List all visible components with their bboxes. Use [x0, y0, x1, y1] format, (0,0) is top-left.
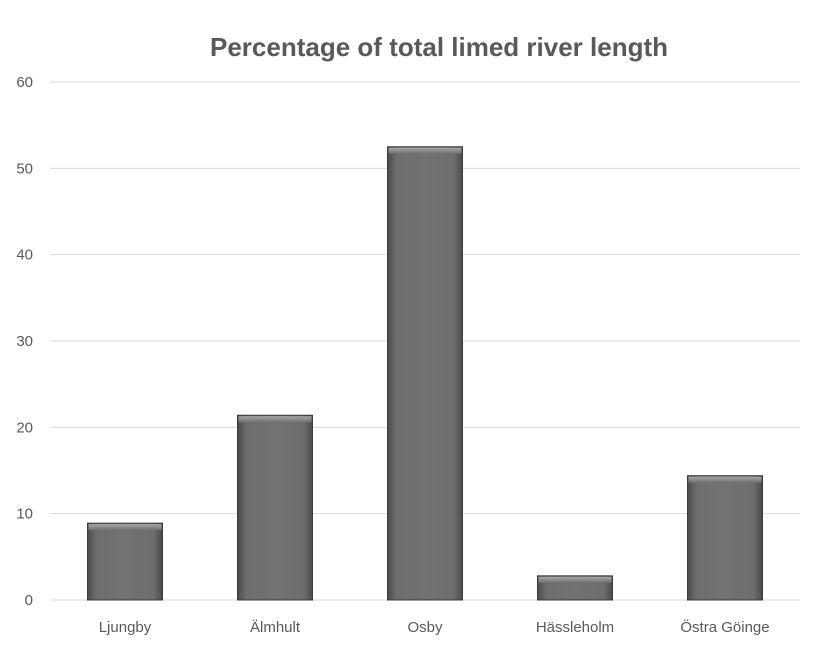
bar-body: [87, 522, 163, 601]
y-axis-ticks: 0 10 20 30 40 50 60: [16, 74, 33, 609]
y-tick-label: 50: [16, 160, 33, 177]
bars: [87, 146, 763, 601]
chart-title: Percentage of total limed river length: [210, 32, 668, 62]
bar-body: [387, 146, 463, 601]
bar-hässleholm: [537, 575, 613, 601]
y-tick-label: 20: [16, 419, 33, 436]
bar-bevel: [388, 147, 462, 154]
bar-bevel: [88, 524, 162, 531]
x-tick-label: Älmhult: [250, 619, 301, 636]
bar-bevel: [238, 416, 312, 423]
y-tick-label: 60: [16, 74, 33, 91]
x-tick-label: Hässleholm: [536, 619, 614, 636]
bar-body: [687, 475, 763, 601]
x-tick-label: Ljungby: [99, 619, 152, 636]
y-tick-label: 40: [16, 247, 33, 264]
bar-älmhult: [237, 414, 313, 601]
bar-bevel: [688, 476, 762, 483]
bar-body: [237, 414, 313, 601]
bar-östra-göinge: [687, 475, 763, 601]
x-tick-label: Östra Göinge: [680, 618, 769, 636]
x-axis-ticks: Ljungby Älmhult Osby Hässleholm Östra Göinge: [99, 618, 770, 636]
bar-osby: [387, 146, 463, 601]
x-tick-label: Osby: [407, 619, 443, 636]
bar-bevel: [538, 576, 612, 583]
y-tick-label: 10: [16, 506, 33, 523]
bar-ljungby: [87, 522, 163, 601]
y-tick-label: 30: [16, 333, 33, 350]
y-tick-label: 0: [25, 592, 33, 609]
